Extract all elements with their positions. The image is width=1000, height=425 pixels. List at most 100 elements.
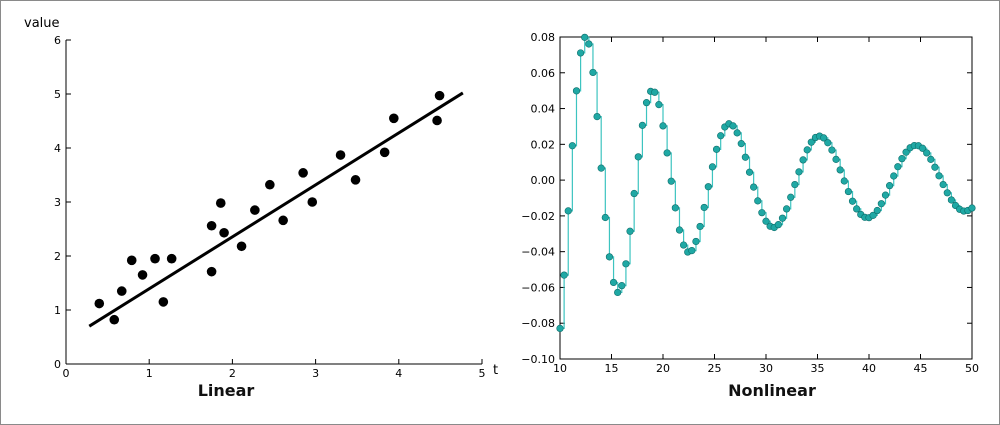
nonlinear-data-point (783, 205, 791, 213)
nonlinear-x-tick-label: 45 (914, 362, 928, 375)
nonlinear-y-tick-label: −0.06 (521, 281, 555, 294)
nonlinear-data-point (902, 148, 910, 156)
nonlinear-data-point (642, 99, 651, 107)
nonlinear-y-tick-label: 0.04 (531, 103, 556, 116)
nonlinear-data-point (729, 122, 737, 130)
nonlinear-data-point (886, 182, 894, 190)
nonlinear-data-point (877, 200, 885, 208)
linear-data-point (206, 266, 217, 277)
nonlinear-data-point (820, 134, 828, 142)
nonlinear-plot-frame (559, 36, 973, 360)
nonlinear-data-point (634, 153, 642, 161)
nonlinear-data-point (638, 121, 646, 129)
nonlinear-data-point (675, 226, 684, 234)
nonlinear-data-point (927, 155, 935, 163)
nonlinear-x-tick-label: 10 (553, 362, 567, 375)
nonlinear-data-point (564, 207, 572, 215)
nonlinear-y-tick-label: 0.06 (531, 67, 556, 80)
nonlinear-x-tick-label: 30 (759, 362, 773, 375)
nonlinear-data-point (935, 172, 943, 180)
nonlinear-x-ticks: 10 15 20 25 30 35 40 45 50 (553, 37, 979, 375)
linear-data-point (215, 198, 226, 208)
nonlinear-data-point (680, 241, 688, 249)
nonlinear-data-point (667, 177, 675, 185)
nonlinear-data-point (968, 204, 976, 212)
linear-y-tick-label: 1 (54, 304, 61, 317)
nonlinear-marks (556, 33, 976, 333)
nonlinear-data-point (671, 204, 679, 212)
linear-y-ticks: 0 1 2 3 4 5 6 (54, 34, 71, 371)
linear-data-point (250, 205, 260, 215)
linear-data-point (236, 241, 247, 252)
linear-data-point (109, 314, 120, 325)
linear-data-point (116, 286, 127, 296)
linear-y-axis-label: value (24, 16, 60, 31)
nonlinear-data-point (807, 138, 815, 146)
nonlinear-data-point (824, 139, 832, 147)
nonlinear-data-point (778, 214, 787, 222)
linear-data-point (126, 255, 137, 266)
linear-y-tick-label: 6 (54, 34, 61, 47)
nonlinear-chart: 10 15 20 25 30 35 40 45 50 0.08 0.06 0.04 0.02 0.00 −… (521, 31, 979, 375)
nonlinear-data-point (614, 288, 622, 297)
nonlinear-data-point (939, 180, 947, 189)
nonlinear-x-tick-label: 25 (708, 362, 722, 375)
linear-y-tick-label: 0 (54, 358, 61, 371)
nonlinear-data-point (840, 177, 848, 185)
nonlinear-y-ticks: 0.08 0.06 0.04 0.02 0.00 −0.02 −0.04 −0.06 −0.08… (521, 31, 972, 366)
linear-data-point (434, 90, 445, 101)
nonlinear-data-point (931, 163, 939, 171)
nonlinear-data-point (737, 140, 745, 148)
nonlinear-y-tick-label: 0.02 (531, 138, 556, 151)
linear-data-point (206, 220, 217, 231)
nonlinear-data-point (659, 122, 667, 130)
nonlinear-data-point (560, 271, 568, 279)
linear-data-point (166, 253, 177, 264)
nonlinear-data-point (609, 278, 618, 287)
nonlinear-data-point (593, 113, 601, 121)
linear-data-point (379, 147, 390, 158)
linear-marks (88, 90, 464, 328)
linear-data-point (150, 253, 160, 264)
linear-data-point (278, 215, 288, 226)
nonlinear-data-point (597, 164, 605, 172)
nonlinear-y-tick-label: −0.02 (521, 210, 555, 223)
nonlinear-data-point (844, 187, 853, 196)
linear-x-tick-label: 1 (146, 367, 153, 380)
linear-x-tick-label: 3 (312, 367, 319, 380)
nonlinear-data-point (836, 166, 844, 174)
nonlinear-data-point (898, 155, 906, 163)
linear-data-point (219, 227, 229, 238)
nonlinear-x-tick-label: 15 (605, 362, 619, 375)
nonlinear-x-tick-label: 40 (862, 362, 876, 375)
nonlinear-data-point (700, 203, 708, 212)
nonlinear-data-point (943, 189, 951, 197)
nonlinear-data-point (663, 149, 671, 157)
nonlinear-y-tick-label: 0.00 (531, 174, 556, 187)
nonlinear-data-point (803, 146, 811, 154)
nonlinear-data-point (622, 260, 630, 268)
nonlinear-data-point (848, 197, 857, 205)
nonlinear-data-point (630, 189, 638, 198)
nonlinear-data-point (568, 142, 576, 150)
nonlinear-y-tick-label: 0.08 (531, 31, 556, 44)
nonlinear-data-point (581, 33, 589, 41)
linear-x-ticks: 0 1 2 3 4 5 (63, 359, 486, 380)
nonlinear-data-point (708, 163, 717, 171)
linear-data-point (94, 298, 105, 309)
nonlinear-data-point (853, 205, 861, 213)
nonlinear-data-point (733, 129, 741, 137)
linear-data-point (389, 113, 399, 124)
linear-x-tick-label: 0 (63, 367, 70, 380)
linear-data-point (350, 175, 361, 185)
nonlinear-data-point (791, 180, 799, 189)
nonlinear-data-point (918, 144, 927, 152)
linear-data-point (265, 179, 275, 190)
linear-data-point (298, 168, 308, 178)
nonlinear-data-point (795, 168, 803, 176)
nonlinear-y-tick-label: −0.08 (521, 317, 555, 330)
nonlinear-data-point (787, 193, 795, 201)
nonlinear-x-tick-label: 50 (965, 362, 979, 375)
nonlinear-data-point (923, 149, 931, 157)
nonlinear-y-tick-label: −0.10 (521, 353, 555, 366)
